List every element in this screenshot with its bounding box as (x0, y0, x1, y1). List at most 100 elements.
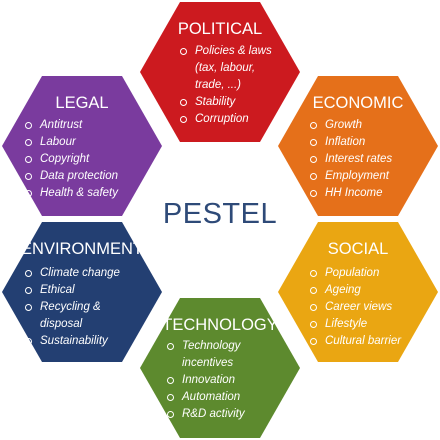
environment-list: Climate change Ethical Recycling & dispo… (25, 265, 120, 350)
bullet-circle-icon (25, 270, 32, 277)
list-item: Climate change (25, 265, 120, 282)
social-item-text: Career views (325, 301, 393, 313)
list-item: Ageing (310, 282, 401, 299)
list-item: Corruption (180, 111, 272, 128)
bullet-circle-icon (310, 156, 317, 163)
legal-item-text: Copyright (40, 153, 90, 165)
bullet-circle-icon (310, 270, 317, 277)
list-item: trade, ...) (180, 77, 272, 94)
list-item: Population (310, 265, 401, 282)
legal-title: LEGAL (55, 94, 109, 112)
list-item: Sustainability (25, 333, 120, 350)
bullet-circle-icon (310, 173, 317, 180)
political-item-text: Policies & laws (195, 45, 272, 57)
legal-section: LEGAL Antitrust Labour Copyright Data pr… (2, 76, 162, 216)
political-title: POLITICAL (177, 20, 263, 38)
bullet-circle-icon (25, 190, 32, 197)
environment-item-text: Recycling & (40, 301, 101, 313)
list-item: incentives (167, 355, 245, 372)
political-list: Policies & laws (tax, labour, trade, ...… (180, 43, 272, 128)
bullet-circle-icon (25, 156, 32, 163)
technology-item-text: Technology (182, 340, 241, 352)
legal-list: Antitrust Labour Copyright Data protecti… (25, 117, 118, 202)
legal-item-text: Labour (40, 136, 76, 148)
list-item: Antitrust (25, 117, 118, 134)
list-item: Technology (167, 338, 245, 355)
political-item-text: Stability (195, 96, 236, 108)
political-item-text: trade, ...) (195, 79, 242, 91)
bullet-circle-icon (167, 394, 174, 401)
social-section: SOCIAL Population Ageing Career views Li… (278, 222, 438, 362)
technology-item-text: Innovation (182, 374, 236, 386)
technology-item-text: Automation (182, 391, 241, 403)
legal-item-text: Data protection (40, 170, 118, 182)
bullet-circle-icon (310, 139, 317, 146)
technology-section: TECHNOLOGY Technology incentives Innovat… (140, 298, 300, 438)
list-item: R&D activity (167, 406, 245, 423)
list-item: Copyright (25, 151, 118, 168)
list-item: (tax, labour, (180, 60, 272, 77)
political-section: POLITICAL Policies & laws (tax, labour, … (140, 2, 300, 142)
social-list: Population Ageing Career views Lifestyle… (310, 265, 401, 350)
legal-item-text: Antitrust (40, 119, 83, 131)
bullet-circle-icon (25, 173, 32, 180)
economic-item-text: Growth (325, 119, 363, 131)
list-item: Data protection (25, 168, 118, 185)
political-item-text: Corruption (195, 113, 249, 125)
bullet-circle-icon (25, 122, 32, 129)
environment-section: ENVIRONMENT Climate change Ethical Recyc… (2, 222, 162, 362)
list-item: Employment (310, 168, 392, 185)
economic-title: ECONOMIC (312, 94, 404, 112)
list-item: Ethical (25, 282, 120, 299)
bullet-circle-icon (310, 304, 317, 311)
bullet-circle-icon (167, 411, 174, 418)
bullet-circle-icon (310, 122, 317, 129)
political-item-text: (tax, labour, (195, 62, 256, 74)
bullet-circle-icon (167, 377, 174, 384)
social-item-text: Cultural barrier (325, 335, 402, 347)
social-title: SOCIAL (327, 240, 389, 258)
list-item: HH Income (310, 185, 392, 202)
list-item: Stability (180, 94, 272, 111)
bullet-circle-icon (25, 287, 32, 294)
economic-item-text: Inflation (325, 136, 366, 148)
list-item: Career views (310, 299, 401, 316)
economic-item-text: Employment (325, 170, 389, 182)
bullet-circle-icon (180, 116, 187, 123)
environment-item-text: Sustainability (40, 335, 108, 347)
economic-section: ECONOMIC Growth Inflation Interest rates… (278, 76, 438, 216)
list-item: Cultural barrier (310, 333, 401, 350)
bullet-circle-icon (25, 338, 32, 345)
legal-item-text: Health & safety (40, 187, 118, 199)
list-item: Growth (310, 117, 392, 134)
list-item: Policies & laws (180, 43, 272, 60)
bullet-circle-icon (180, 99, 187, 106)
list-item: Recycling & (25, 299, 120, 316)
environment-item-text: disposal (40, 318, 83, 330)
list-item: Inflation (310, 134, 392, 151)
list-item: Interest rates (310, 151, 392, 168)
economic-item-text: Interest rates (325, 153, 393, 165)
list-item: Health & safety (25, 185, 118, 202)
environment-item-text: Climate change (40, 267, 120, 279)
social-item-text: Ageing (325, 284, 361, 296)
environment-item-text: Ethical (40, 284, 75, 296)
center-title: PESTEL (162, 198, 278, 230)
technology-item-text: R&D activity (182, 408, 245, 420)
bullet-circle-icon (310, 190, 317, 197)
bullet-circle-icon (180, 48, 187, 55)
list-item: Automation (167, 389, 245, 406)
social-item-text: Population (325, 267, 380, 279)
bullet-circle-icon (310, 287, 317, 294)
technology-list: Technology incentives Innovation Automat… (167, 338, 245, 423)
technology-item-text: incentives (182, 357, 234, 369)
technology-title: TECHNOLOGY (162, 316, 278, 334)
economic-item-text: HH Income (325, 187, 383, 199)
bullet-circle-icon (167, 343, 174, 350)
list-item: Innovation (167, 372, 245, 389)
bullet-circle-icon (310, 321, 317, 328)
bullet-circle-icon (25, 304, 32, 311)
list-item: Labour (25, 134, 118, 151)
environment-title: ENVIRONMENT (21, 240, 143, 258)
